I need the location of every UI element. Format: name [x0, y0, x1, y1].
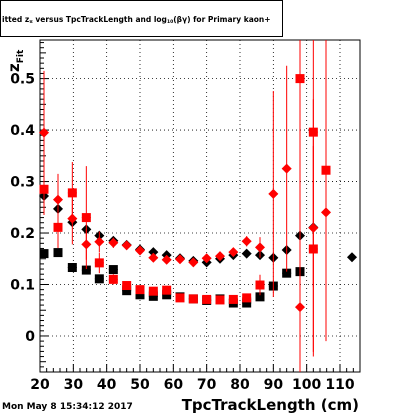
- data-point-square: [308, 127, 318, 137]
- grid-layer: [39, 40, 360, 372]
- data-point-diamond: [175, 254, 185, 265]
- data-point-square: [39, 184, 49, 194]
- data-point-diamond: [161, 254, 172, 265]
- title-prefix: itted: [2, 15, 23, 24]
- title-middle: versus TpcTrackLength and log: [32, 15, 167, 24]
- date-stamp: Mon May 8 15:34:12 2017: [2, 402, 133, 412]
- data-point-square: [67, 263, 77, 273]
- data-point-diamond: [135, 245, 145, 256]
- data-point-square: [135, 290, 145, 300]
- data-point-diamond: [94, 236, 105, 247]
- x-tick-label: 20: [30, 377, 50, 393]
- data-point-square: [175, 293, 185, 303]
- data-point-square: [81, 213, 91, 223]
- data-point-square: [228, 294, 238, 304]
- title-z-subscript: π: [29, 20, 33, 25]
- data-point-square: [242, 293, 252, 303]
- data-point-square: [53, 222, 63, 232]
- data-point-diamond: [39, 127, 49, 138]
- data-point-square: [255, 280, 265, 290]
- y-axis-title-main: z: [5, 63, 23, 72]
- data-point-square: [188, 294, 198, 304]
- data-point-square: [108, 265, 118, 275]
- data-point-diamond: [148, 252, 159, 263]
- y-tick-label: 0.4: [10, 123, 35, 139]
- title-log-subscript: 10: [166, 20, 174, 25]
- y-tick-label: 0.3: [10, 175, 35, 191]
- data-point-square: [148, 291, 158, 301]
- data-point-square: [282, 268, 292, 278]
- data-point-square: [295, 74, 305, 84]
- data-point-square: [122, 281, 132, 291]
- data-point-diamond: [108, 237, 119, 248]
- data-point-square: [94, 258, 104, 268]
- data-point-diamond: [188, 257, 199, 268]
- data-point-diamond: [53, 194, 63, 205]
- x-tick-label: 80: [230, 377, 250, 393]
- plot-frame: [39, 39, 361, 373]
- title-z-symbol: z: [24, 15, 30, 24]
- x-tick-label: 30: [64, 377, 84, 393]
- x-tick-label: 110: [325, 377, 354, 393]
- data-point-square: [148, 286, 158, 296]
- data-point-diamond: [268, 188, 279, 199]
- data-point-diamond: [281, 163, 292, 174]
- data-point-square: [255, 292, 265, 302]
- data-point-square: [108, 274, 118, 284]
- data-point-square: [94, 274, 104, 284]
- y-tick-label: 0.1: [10, 277, 35, 293]
- axis-layer: 20 30 40 50 60 70 80 90 100 110 0 0.1 0.2 0.3 0.4 0.5: [10, 42, 355, 393]
- data-point-diamond: [121, 240, 132, 251]
- data-point-diamond: [347, 252, 357, 263]
- data-point-square: [308, 244, 318, 254]
- data-point-square: [202, 294, 212, 304]
- x-tick-label: 60: [164, 377, 184, 393]
- x-tick-label: 50: [130, 377, 150, 393]
- title-suffix: (βγ) for Primary kaon+: [173, 15, 271, 24]
- data-point-square: [53, 248, 63, 258]
- data-point-square: [135, 285, 145, 295]
- y-tick-label: 0.2: [10, 226, 35, 242]
- data-point-square: [321, 165, 331, 175]
- x-tick-label: 70: [197, 377, 217, 393]
- x-tick-label: 90: [264, 377, 284, 393]
- data-point-square: [67, 188, 77, 198]
- data-point-square: [215, 295, 225, 305]
- y-axis-title: zFit: [5, 49, 26, 72]
- data-point-square: [162, 290, 172, 300]
- series-layer: [39, 40, 357, 372]
- data-point-diamond: [241, 236, 252, 247]
- data-point-diamond: [241, 248, 252, 259]
- data-point-diamond: [228, 247, 239, 258]
- x-tick-label: 100: [292, 377, 321, 393]
- chart-title: itted zπ versus TpcTrackLength and log10…: [0, 0, 283, 37]
- data-point-square: [242, 298, 252, 308]
- data-point-diamond: [201, 253, 212, 264]
- y-tick-label: 0: [25, 329, 35, 345]
- y-tick-label: 0.5: [10, 72, 35, 88]
- x-tick-label: 40: [97, 377, 117, 393]
- data-point-square: [122, 286, 132, 296]
- y-axis-title-sub: Fit: [16, 49, 26, 63]
- data-point-square: [81, 265, 91, 275]
- data-point-diamond: [148, 247, 159, 258]
- data-point-diamond: [215, 251, 225, 262]
- data-point-diamond: [255, 242, 265, 253]
- x-axis-title: TpcTrackLength (cm): [182, 396, 359, 414]
- data-point-square: [162, 285, 172, 295]
- data-point-diamond: [295, 302, 305, 313]
- data-point-square: [39, 249, 49, 259]
